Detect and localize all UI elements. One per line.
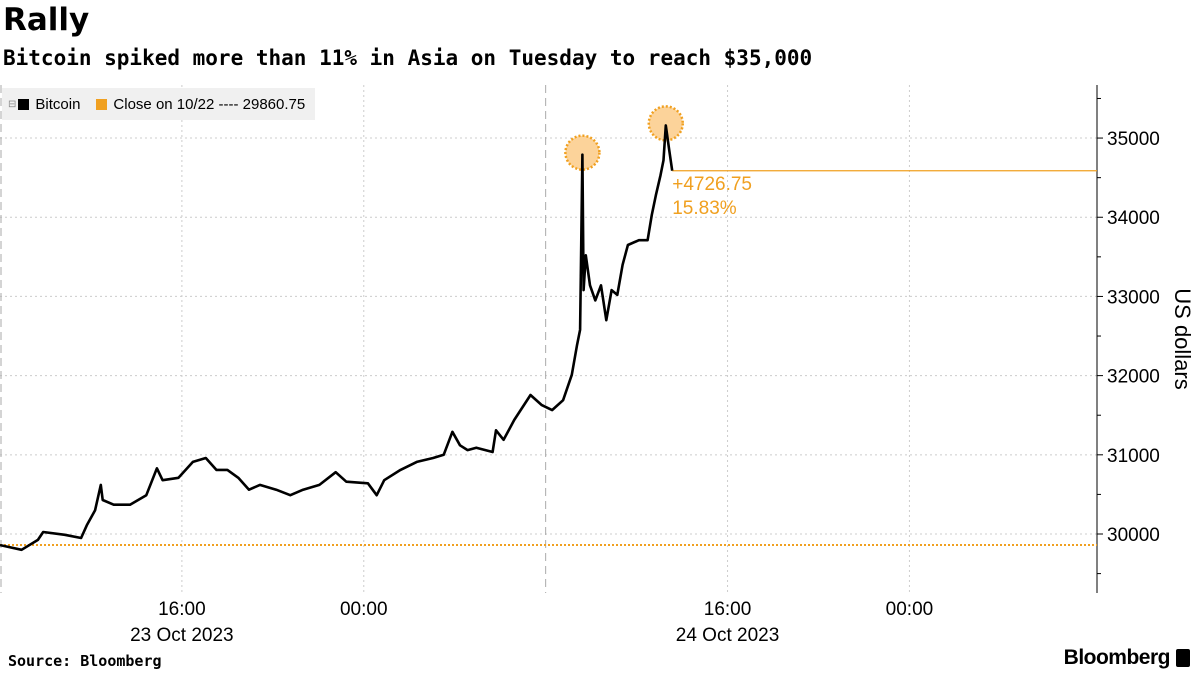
chart-title: Rally	[3, 2, 90, 38]
x-tick-label: 00:00	[340, 599, 388, 620]
series-line-bitcoin	[0, 124, 674, 552]
legend: ⊟ Bitcoin Close on 10/22 ---- 29860.75	[2, 88, 316, 120]
x-tick-label: 00:00	[886, 599, 934, 620]
highlight-circle	[647, 105, 685, 142]
bloomberg-logo: Bloomberg	[1064, 646, 1190, 670]
y-tick-label: 35000	[1107, 129, 1160, 150]
x-date-label: 23 Oct 2023	[130, 625, 234, 646]
x-tick-label: 16:00	[158, 599, 206, 620]
y-axis-label: US dollars	[1170, 288, 1195, 389]
y-tick-label: 31000	[1107, 446, 1160, 467]
legend-swatch-close	[96, 98, 108, 110]
bloomberg-chart-icon	[1176, 649, 1190, 667]
legend-close: Close on 10/22 ---- 29860.75	[113, 95, 306, 113]
y-tick-label: 32000	[1107, 367, 1160, 388]
highlight-circle	[564, 134, 601, 171]
legend-swatch-bitcoin	[18, 98, 30, 110]
x-date-label: 24 Oct 2023	[676, 625, 780, 646]
source: Source: Bloomberg	[8, 652, 162, 670]
annotation-change: +4726.75	[672, 174, 752, 195]
annotation-percent: 15.83%	[672, 198, 737, 219]
y-tick-label: 33000	[1107, 287, 1160, 308]
chart-subtitle: Bitcoin spiked more than 11% in Asia on …	[3, 46, 813, 70]
y-tick-label: 30000	[1107, 525, 1160, 546]
x-tick-label: 16:00	[704, 599, 752, 620]
legend-toggle-icon[interactable]: ⊟	[8, 98, 17, 110]
y-tick-label: 34000	[1107, 208, 1160, 229]
legend-bitcoin: Bitcoin	[35, 95, 81, 113]
